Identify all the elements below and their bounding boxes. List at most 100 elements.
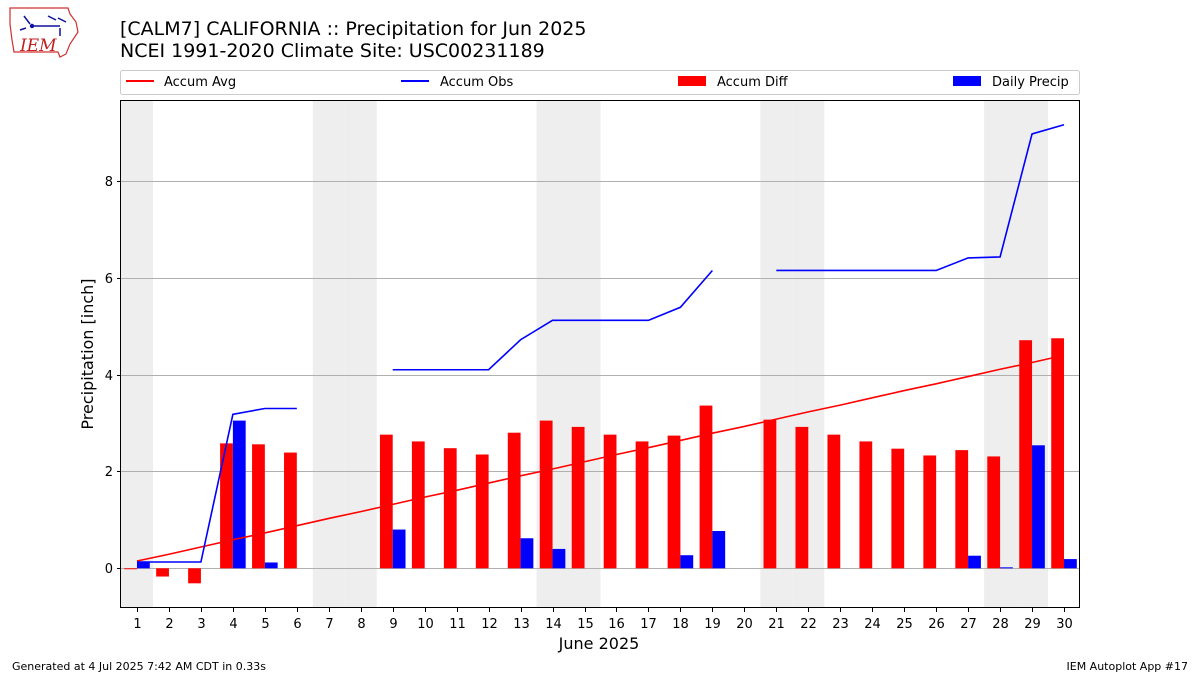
daily-precip-bar-day-14 [552, 548, 566, 569]
accum-diff-bar-day-24 [859, 441, 873, 569]
x-tick-label-14: 14 [545, 617, 562, 632]
accum-diff-bar-day-28 [987, 456, 1001, 569]
x-tick-label-10: 10 [417, 617, 434, 632]
chart-subtitle: NCEI 1991-2020 Climate Site: USC00231189 [120, 40, 545, 62]
accum-obs-line-segment-1 [136, 407, 297, 563]
daily-precip-bar-day-1 [136, 561, 150, 569]
accum-diff-bar-day-19 [699, 405, 713, 569]
daily-precip-bar-day-29 [1032, 445, 1045, 569]
x-tick-label-27: 27 [960, 617, 977, 632]
x-tick-label-23: 23 [832, 617, 849, 632]
x-tick-label-25: 25 [896, 617, 913, 632]
accum-diff-bar-day-2 [156, 568, 169, 577]
x-tick-label-26: 26 [928, 617, 945, 632]
accum-diff-bar-day-5 [252, 444, 265, 569]
x-tick-label-11: 11 [449, 617, 466, 632]
daily-precip-bar-day-5 [264, 562, 278, 569]
accum-avg-line [136, 354, 1065, 562]
accum-diff-bar-day-21 [763, 419, 777, 569]
x-tick-label-21: 21 [768, 617, 785, 632]
daily-precip-bar-day-27 [968, 555, 981, 569]
y-tick-label-0: 0 [105, 562, 113, 577]
accum-diff-bar-day-1 [124, 568, 137, 570]
x-tick-label-16: 16 [608, 617, 625, 632]
x-tick-label-15: 15 [577, 617, 594, 632]
weekend-shade-day-7 [312, 101, 345, 608]
x-tick-label-19: 19 [704, 617, 721, 632]
accum-diff-bar-day-15 [571, 426, 585, 569]
plot-frame [120, 100, 1080, 608]
accum-diff-bar-day-11 [443, 448, 457, 569]
weekend-shade-day-1 [121, 101, 153, 608]
y-tick-label-2: 2 [105, 465, 113, 480]
accum-diff-bar-day-16 [603, 434, 617, 569]
daily-precip-bar-day-28 [1000, 567, 1013, 569]
x-tick-label-8: 8 [357, 617, 365, 632]
footer-generated: Generated at 4 Jul 2025 7:42 AM CDT in 0… [12, 660, 266, 673]
daily-precip-bar-day-4 [232, 420, 246, 569]
accum-diff-bar-day-23 [827, 434, 841, 569]
x-tick-label-4: 4 [229, 617, 237, 632]
x-axis-label: June 2025 [558, 634, 640, 653]
x-tick-label-28: 28 [992, 617, 1009, 632]
x-tick-label-2: 2 [165, 617, 173, 632]
x-tick-label-12: 12 [481, 617, 498, 632]
bars [124, 338, 1077, 584]
daily-precip-bar-day-18 [680, 555, 694, 569]
legend-accum-obs-label: Accum Obs [440, 75, 513, 90]
accum-diff-bar-day-26 [923, 455, 937, 569]
x-tick-label-9: 9 [389, 617, 397, 632]
daily-precip-bar-day-30 [1064, 559, 1077, 569]
accum-diff-bar-day-27 [955, 450, 969, 569]
x-tick-label-24: 24 [864, 617, 881, 632]
legend-daily-precip-label: Daily Precip [992, 75, 1069, 90]
accum-diff-bar-day-29 [1019, 340, 1033, 569]
accum-diff-bar-day-17 [635, 441, 649, 569]
accum-diff-bar-day-10 [411, 441, 425, 569]
x-tick-label-17: 17 [640, 617, 657, 632]
y-gridlines [121, 181, 1080, 569]
weekend-shade-day-8 [344, 101, 377, 608]
y-axis-ticks: 0 2 4 6 8 [105, 175, 121, 577]
accum-diff-bar-day-6 [284, 452, 297, 569]
accum-diff-bar-day-4 [220, 443, 233, 569]
accum-diff-bar-day-18 [667, 435, 681, 569]
iem-logo: IEM [9, 7, 79, 58]
daily-precip-bar-day-13 [520, 538, 534, 569]
x-tick-label-20: 20 [736, 617, 753, 632]
x-axis-ticks: 1 2 3 4 5 6 7 8 9 10 11 12 13 14 15 16 17 18 19 20 21 22 23 24 2… [133, 608, 1073, 632]
accum-diff-bar-day-25 [891, 448, 905, 569]
logo-text: IEM [19, 36, 57, 56]
x-tick-label-18: 18 [672, 617, 689, 632]
y-tick-label-6: 6 [105, 272, 113, 287]
chart-title: [CALM7] CALIFORNIA :: Precipitation for … [120, 18, 586, 40]
x-tick-label-3: 3 [197, 617, 205, 632]
legend-accum-diff-label: Accum Diff [717, 75, 789, 90]
accum-obs-line-segment-3 [776, 123, 1065, 272]
x-tick-label-29: 29 [1024, 617, 1041, 632]
daily-precip-bar-day-9 [392, 529, 406, 569]
accum-diff-bar-day-30 [1051, 338, 1065, 569]
footer-app: IEM Autoplot App #17 [1067, 660, 1189, 673]
weather-station-icon [19, 15, 67, 36]
y-tick-label-8: 8 [105, 175, 113, 190]
x-tick-label-13: 13 [513, 617, 530, 632]
y-tick-label-4: 4 [105, 369, 113, 384]
x-tick-label-30: 30 [1056, 617, 1073, 632]
accum-obs-line-segment-2 [392, 269, 713, 371]
y-axis-label: Precipitation [inch] [78, 278, 97, 429]
accum-diff-bar-day-13 [507, 432, 521, 569]
accum-diff-bar-day-12 [475, 454, 489, 569]
accum-diff-bar-day-22 [795, 426, 809, 569]
x-tick-label-5: 5 [261, 617, 269, 632]
daily-precip-bar-day-19 [712, 531, 726, 569]
x-tick-label-6: 6 [293, 617, 301, 632]
x-tick-label-1: 1 [133, 617, 141, 632]
accum-diff-bar-day-9 [379, 434, 393, 569]
legend-daily-precip-swatch [953, 76, 981, 86]
legend-accum-avg-label: Accum Avg [164, 75, 236, 90]
x-tick-label-22: 22 [800, 617, 817, 632]
x-tick-label-7: 7 [325, 617, 333, 632]
accum-diff-bar-day-14 [539, 420, 553, 569]
